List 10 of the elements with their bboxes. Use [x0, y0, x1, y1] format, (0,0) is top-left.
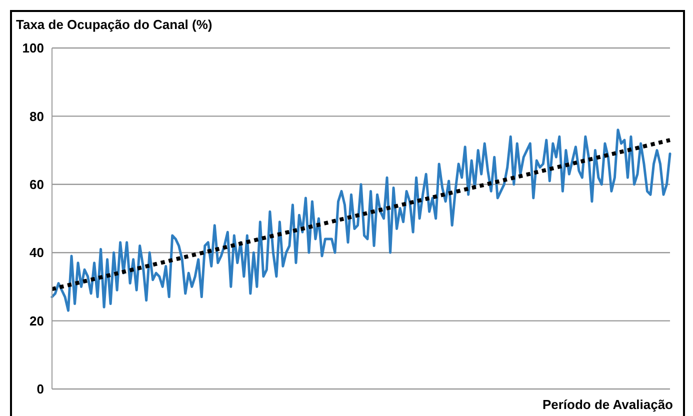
y-tick-label: 40 [30, 245, 44, 260]
y-axis-title: Taxa de Ocupação do Canal (%) [16, 17, 212, 32]
y-tick-label: 80 [30, 108, 44, 124]
line-series [50, 138, 672, 292]
y-tick-label: 0 [36, 382, 44, 397]
line-series [50, 128, 672, 312]
x-axis-title: Período de Avaliação [542, 397, 673, 412]
y-tick-label: 20 [30, 313, 44, 328]
y-tick-label: 100 [22, 40, 44, 56]
y-tick-label: 60 [30, 177, 44, 192]
